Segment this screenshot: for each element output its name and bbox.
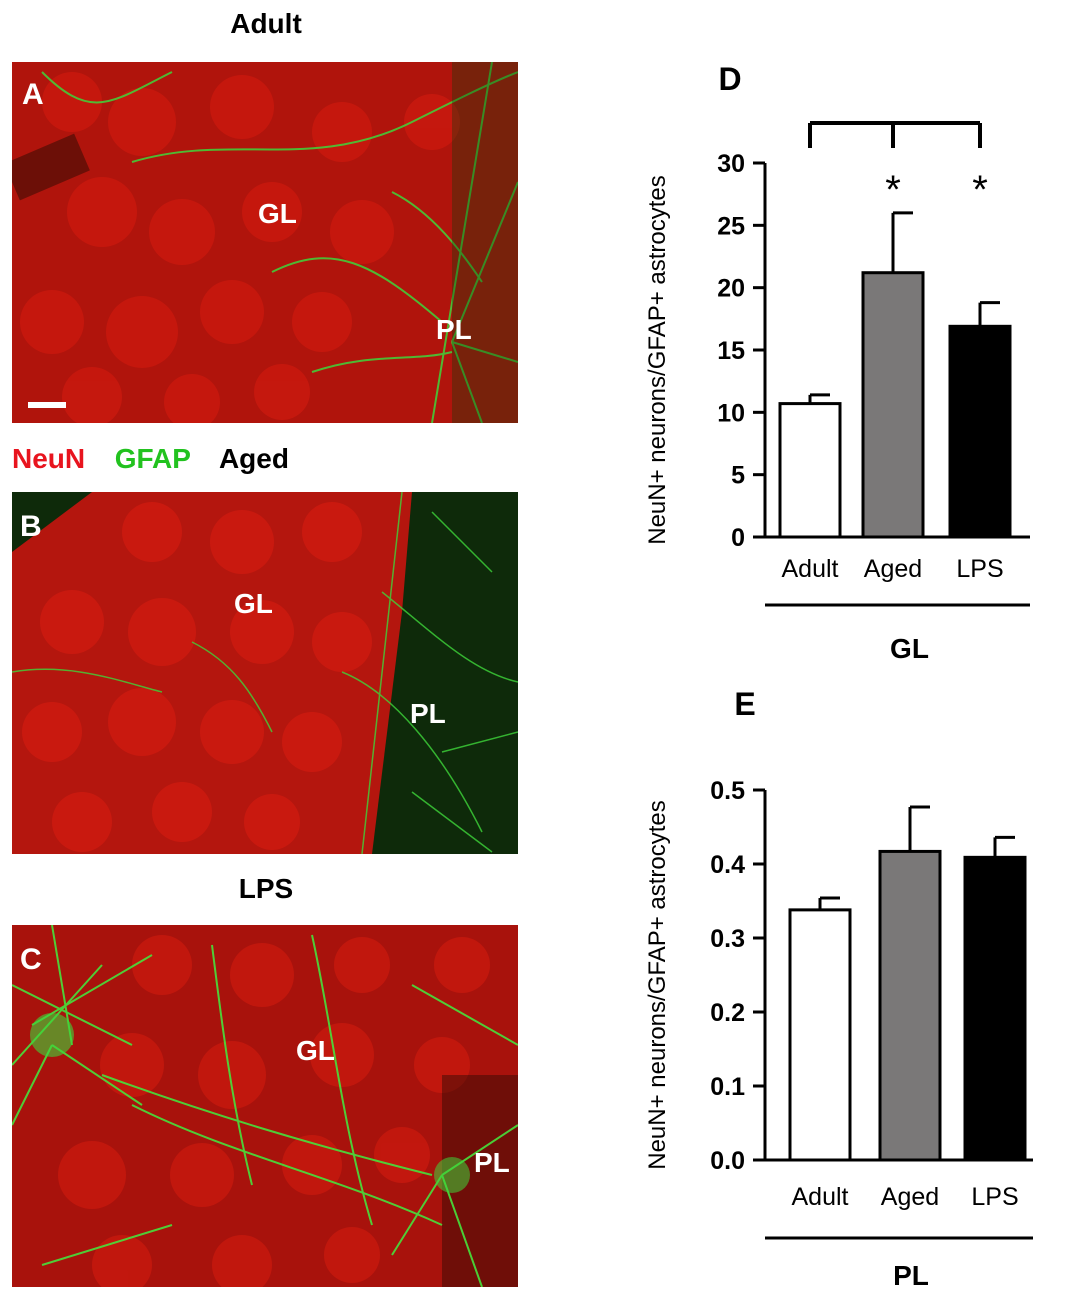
panel-c-letter: C (20, 943, 42, 976)
panel-e-ytick-label: 0.3 (710, 925, 745, 953)
panel-d-ylabel: NeuN+ neurons/GFAP+ astrocytes (644, 175, 671, 545)
panel-e-category-label: Aged (881, 1183, 939, 1211)
scale-bar (28, 402, 66, 408)
panel-d-ytick-label: 10 (717, 399, 745, 427)
panel-a-title: Adult (230, 8, 302, 39)
panel-b-title: Aged (218, 443, 289, 474)
panel-d-chart: D 0 5 10 15 20 25 30 NeuN+ neurons/GFAP+ astrocy… (625, 60, 1045, 670)
panel-d-letter: D (718, 61, 741, 97)
panel-e-ytick-label: 0.5 (710, 777, 745, 805)
panel-b-label-pl: PL (410, 698, 446, 729)
panel-d-category-label: Adult (782, 555, 839, 583)
panel-e-bar-aged (878, 849, 942, 1162)
panel-e-svg: E 0.0 0.1 0.2 0.3 0.4 0.5 NeuN+ neurons/GFAP+ a… (644, 686, 1033, 1291)
micrograph-c: C GL PL (12, 925, 518, 1287)
panel-e-ytick-label: 0.0 (710, 1147, 745, 1175)
panel-e-chart: E 0.0 0.1 0.2 0.3 0.4 0.5 NeuN+ neurons/GFAP+ a… (625, 685, 1045, 1295)
panel-c-label-pl: PL (474, 1147, 510, 1178)
panel-e-ylabel: NeuN+ neurons/GFAP+ astrocytes (644, 800, 671, 1170)
panel-d-ytick-label: 5 (731, 462, 745, 490)
panel-e-letter: E (734, 686, 755, 722)
panel-e-group-label: PL (893, 1260, 929, 1291)
panel-d-sig-mark: * (972, 168, 988, 212)
panel-d-category-label: Aged (864, 555, 922, 583)
panel-e-category-label: Adult (792, 1183, 849, 1211)
micrograph-a-image (12, 62, 518, 423)
panel-e-bar-lps (963, 855, 1027, 1162)
micrograph-a: A GL PL (12, 62, 518, 423)
panel-c-label-gl: GL (296, 1035, 335, 1066)
panel-b-label-gl: GL (234, 588, 273, 619)
panel-d-ytick-label: 30 (717, 150, 745, 178)
panel-d-group-label: GL (890, 633, 929, 664)
panel-a-letter: A (22, 78, 44, 111)
panel-d-bar-aged (861, 271, 925, 539)
panel-d-ytick-label: 20 (717, 275, 745, 303)
panel-c-title: LPS (238, 873, 294, 904)
panel-d-category-label: LPS (956, 555, 1003, 583)
panel-e-ytick-label: 0.2 (710, 999, 745, 1027)
stain-legend: NeuN GFAP Aged (12, 443, 289, 475)
panel-a-label-gl: GL (258, 198, 297, 229)
panel-d-bar-lps (948, 324, 1012, 539)
panel-e-bar-adult (788, 908, 852, 1162)
panel-b-letter: B (20, 510, 42, 543)
panel-d-svg: D 0 5 10 15 20 25 30 NeuN+ neurons/GFAP+ astrocy… (644, 61, 1030, 664)
panel-a-label-pl: PL (436, 314, 472, 345)
panel-e-category-label: LPS (971, 1183, 1018, 1211)
panel-d-bar-adult (778, 402, 842, 539)
panel-e-ytick-label: 0.1 (710, 1073, 745, 1101)
panel-d-ytick-label: 15 (717, 337, 745, 365)
panel-e-ytick-label: 0.4 (710, 851, 745, 879)
legend-gfap: GFAP (114, 443, 191, 474)
legend-neun: NeuN (12, 443, 86, 474)
panel-d-sig-mark: * (885, 168, 901, 212)
micrograph-b-image (12, 492, 518, 854)
micrograph-c-image (12, 925, 518, 1287)
panel-d-ytick-label: 25 (717, 212, 745, 240)
panel-d-ytick-label: 0 (731, 524, 745, 552)
micrograph-b: B GL PL (12, 492, 518, 854)
